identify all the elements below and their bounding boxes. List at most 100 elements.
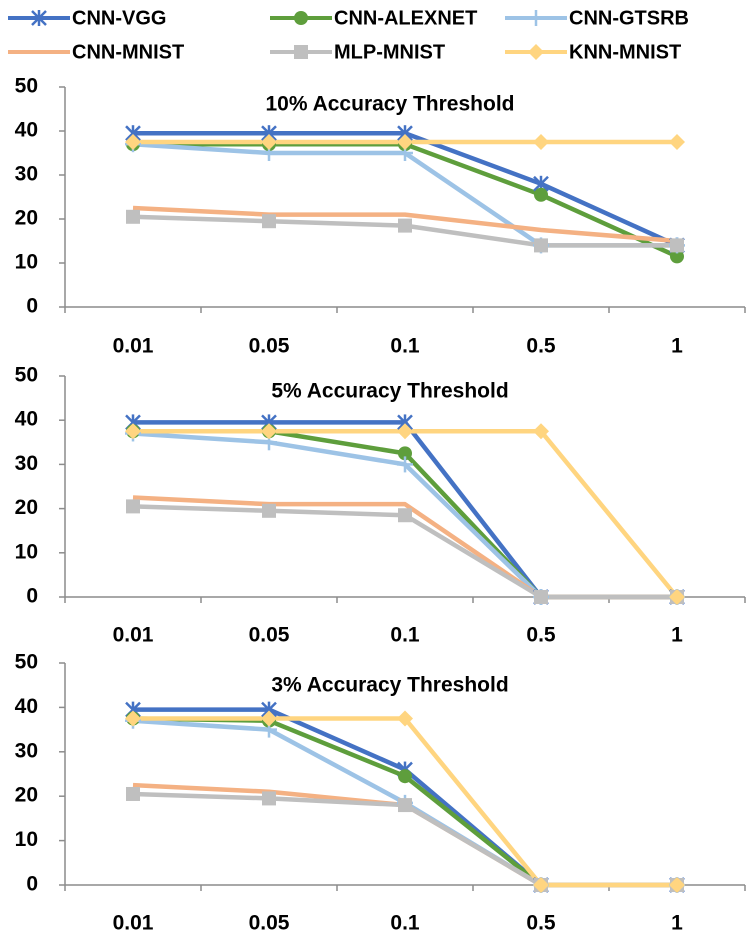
marker [262, 791, 276, 806]
marker-square [262, 503, 276, 518]
y-tick-label: 40 [15, 119, 38, 142]
marker-diamond [261, 710, 277, 727]
x-tick-label: 0.1 [390, 912, 420, 935]
y-tick-label: 20 [15, 496, 38, 519]
marker [261, 134, 277, 150]
y-tick-label: 40 [15, 695, 38, 718]
y-tick-label: 0 [26, 295, 38, 318]
y-tick-label: 30 [15, 452, 38, 475]
legend-label: KNN-MNIST [569, 41, 681, 63]
marker-square [262, 214, 276, 229]
marker [398, 446, 412, 461]
y-tick-label: 40 [15, 408, 38, 431]
marker-diamond [397, 710, 413, 727]
y-tick-label: 20 [15, 784, 38, 807]
marker-diamond [125, 423, 141, 440]
marker [533, 423, 549, 440]
y-tick-label: 30 [15, 163, 38, 186]
x-tick-label: 0.01 [113, 335, 154, 358]
marker-diamond [528, 44, 544, 60]
marker [533, 134, 549, 150]
chart-title: 10% Accuracy Threshold [266, 93, 515, 116]
marker-square [534, 590, 548, 604]
marker-square [262, 791, 276, 806]
marker-circle [294, 11, 308, 25]
x-tick-label: 1 [671, 912, 683, 935]
marker-square [126, 209, 140, 224]
marker-square [398, 218, 412, 233]
y-tick-label: 0 [26, 873, 38, 896]
marker-square [126, 499, 140, 514]
marker [126, 499, 140, 514]
marker-diamond [261, 134, 277, 150]
legend-label: CNN-VGG [72, 7, 166, 29]
x-tick-label: 0.05 [249, 912, 290, 935]
y-tick-label: 50 [15, 651, 38, 674]
x-tick-label: 1 [671, 624, 683, 647]
marker [534, 187, 548, 202]
marker-circle [534, 187, 548, 202]
marker-square [126, 786, 140, 801]
marker [533, 877, 549, 893]
marker [528, 10, 544, 26]
series-line [133, 141, 678, 259]
marker-diamond [533, 877, 549, 893]
marker-diamond [397, 134, 413, 150]
x-tick-label: 0.5 [526, 624, 556, 647]
marker [534, 590, 548, 604]
x-tick-label: 0.05 [249, 335, 290, 358]
marker [669, 134, 685, 150]
marker [125, 710, 141, 727]
marker [534, 238, 548, 253]
marker-diamond [669, 877, 685, 893]
marker [528, 44, 544, 60]
marker [397, 710, 413, 727]
marker-square [534, 238, 548, 253]
marker [670, 249, 684, 264]
y-tick-label: 10 [15, 828, 38, 851]
marker [261, 710, 277, 727]
legend-label: CNN-GTSRB [569, 7, 689, 29]
chart-title: 5% Accuracy Threshold [271, 380, 508, 403]
y-tick-label: 10 [15, 540, 38, 563]
marker [294, 11, 308, 25]
y-tick-label: 0 [26, 585, 38, 608]
marker [669, 877, 685, 893]
marker-diamond [261, 423, 277, 440]
marker-square [670, 238, 684, 253]
marker-diamond [125, 710, 141, 727]
marker-circle [398, 769, 412, 784]
marker [262, 503, 276, 518]
x-tick-label: 0.1 [390, 624, 420, 647]
x-tick-label: 1 [671, 335, 683, 358]
legend-label: CNN-ALEXNET [334, 7, 477, 29]
y-tick-label: 30 [15, 739, 38, 762]
legend-label: MLP-MNIST [334, 41, 445, 63]
marker [31, 10, 47, 26]
marker-diamond [533, 134, 549, 150]
y-tick-label: 50 [15, 75, 38, 98]
x-tick-label: 0.5 [526, 335, 556, 358]
marker [398, 508, 412, 523]
x-tick-label: 0.5 [526, 912, 556, 935]
marker [125, 423, 141, 440]
marker [262, 214, 276, 229]
marker [397, 134, 413, 150]
marker [397, 423, 413, 440]
x-tick-label: 0.01 [113, 624, 154, 647]
marker [398, 798, 412, 813]
marker-diamond [397, 423, 413, 440]
chart-title: 3% Accuracy Threshold [271, 674, 508, 697]
marker-diamond [125, 134, 141, 150]
marker [126, 786, 140, 801]
marker [294, 45, 308, 59]
marker-diamond [669, 134, 685, 150]
marker-square [398, 798, 412, 813]
marker-circle [398, 446, 412, 461]
series-line [132, 205, 678, 244]
marker-diamond [533, 423, 549, 440]
x-tick-label: 0.01 [113, 912, 154, 935]
y-tick-label: 20 [15, 207, 38, 230]
marker [126, 209, 140, 224]
